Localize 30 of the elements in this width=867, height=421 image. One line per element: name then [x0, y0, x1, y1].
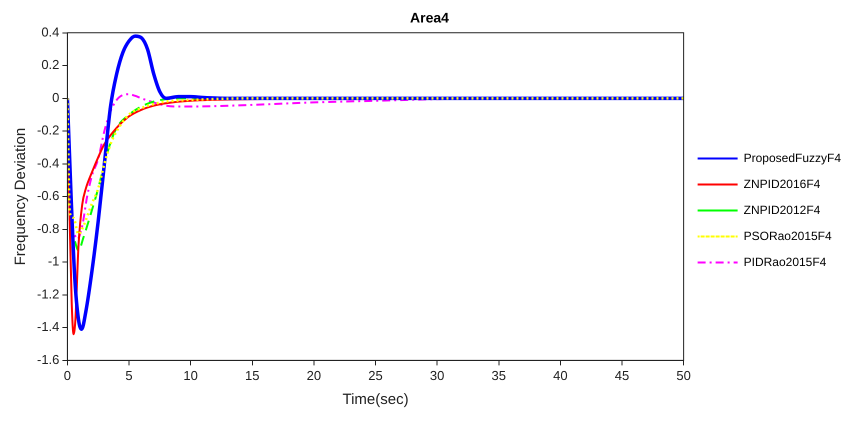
legend-label: PSORao2015F4 — [744, 228, 832, 243]
y-tick-label: -0.2 — [36, 122, 60, 138]
chart-title: Area4 — [410, 9, 450, 26]
y-tick-label: -1 — [48, 254, 60, 269]
x-axis-title: Time(sec) — [342, 391, 409, 408]
y-tick-label: -1.4 — [36, 319, 60, 334]
x-tick-label: 10 — [183, 368, 198, 383]
x-tick-label: 45 — [614, 368, 630, 383]
legend-label: ZNPID2012F4 — [744, 202, 821, 217]
x-tick-label: 30 — [430, 368, 444, 383]
y-tick-label: -1.6 — [36, 352, 60, 367]
y-tick-label: 0 — [52, 90, 60, 105]
legend-label: ZNPID2016F4 — [744, 176, 821, 191]
x-tick-label: 50 — [676, 368, 691, 383]
x-tick-label: 35 — [492, 368, 506, 383]
y-axis-title: Frequency Deviation — [12, 128, 30, 266]
x-tick-label: 5 — [125, 368, 133, 383]
x-tick-label: 20 — [306, 368, 322, 383]
y-tick-label: -0.6 — [36, 188, 60, 204]
x-tick-label: 25 — [368, 368, 383, 383]
y-tick-label: 0.2 — [41, 57, 60, 72]
y-tick-label: -1.2 — [36, 286, 60, 302]
legend-label: PIDRao2015F4 — [744, 254, 827, 269]
y-tick-label: -0.4 — [36, 155, 60, 170]
y-tick-label: 0.4 — [41, 24, 60, 40]
x-tick-label: 15 — [245, 368, 260, 383]
x-tick-label: 0 — [64, 368, 72, 383]
legend-label: ProposedFuzzyF4 — [744, 150, 842, 165]
x-tick-label: 40 — [553, 368, 568, 383]
y-tick-label: -0.8 — [36, 220, 60, 236]
